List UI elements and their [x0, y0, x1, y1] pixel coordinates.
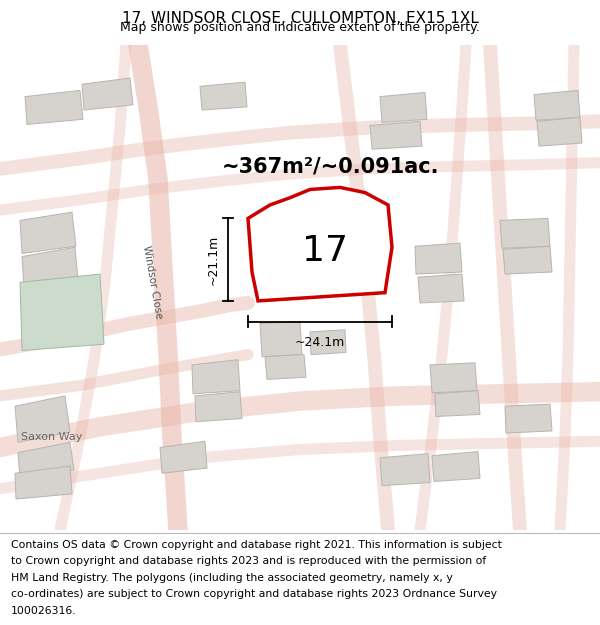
Polygon shape — [160, 441, 207, 473]
Text: 17: 17 — [302, 234, 348, 268]
Polygon shape — [265, 354, 306, 379]
Text: ~367m²/~0.091ac.: ~367m²/~0.091ac. — [221, 157, 439, 177]
Polygon shape — [82, 78, 133, 110]
Polygon shape — [415, 243, 462, 274]
Text: Contains OS data © Crown copyright and database right 2021. This information is : Contains OS data © Crown copyright and d… — [11, 539, 502, 549]
Polygon shape — [503, 246, 552, 274]
Polygon shape — [274, 274, 325, 296]
Polygon shape — [537, 118, 582, 146]
Polygon shape — [435, 391, 480, 416]
Polygon shape — [430, 363, 477, 392]
Polygon shape — [380, 454, 430, 486]
Text: ~24.1m: ~24.1m — [295, 336, 345, 349]
Polygon shape — [15, 466, 72, 499]
Polygon shape — [20, 212, 76, 254]
Polygon shape — [418, 274, 464, 303]
Polygon shape — [310, 330, 346, 354]
Polygon shape — [432, 452, 480, 481]
Polygon shape — [370, 121, 422, 149]
Text: Saxon Way: Saxon Way — [22, 432, 83, 442]
Polygon shape — [505, 404, 552, 433]
Text: 17, WINDSOR CLOSE, CULLOMPTON, EX15 1XL: 17, WINDSOR CLOSE, CULLOMPTON, EX15 1XL — [122, 11, 478, 26]
Polygon shape — [25, 91, 83, 124]
Polygon shape — [200, 82, 247, 110]
Polygon shape — [260, 321, 302, 357]
Polygon shape — [272, 229, 323, 277]
Text: to Crown copyright and database rights 2023 and is reproduced with the permissio: to Crown copyright and database rights 2… — [11, 556, 486, 566]
Polygon shape — [534, 91, 580, 121]
Polygon shape — [248, 188, 392, 301]
Polygon shape — [192, 360, 240, 394]
Polygon shape — [380, 92, 427, 123]
Text: Windsor Close: Windsor Close — [140, 245, 163, 320]
Polygon shape — [22, 248, 78, 288]
Text: Map shows position and indicative extent of the property.: Map shows position and indicative extent… — [120, 21, 480, 34]
Text: HM Land Registry. The polygons (including the associated geometry, namely x, y: HM Land Registry. The polygons (includin… — [11, 572, 452, 582]
Polygon shape — [15, 396, 70, 442]
Polygon shape — [195, 392, 242, 422]
Polygon shape — [18, 442, 74, 478]
Text: ~21.1m: ~21.1m — [207, 234, 220, 285]
Polygon shape — [500, 218, 550, 248]
Text: 100026316.: 100026316. — [11, 606, 76, 616]
Text: co-ordinates) are subject to Crown copyright and database rights 2023 Ordnance S: co-ordinates) are subject to Crown copyr… — [11, 589, 497, 599]
Polygon shape — [20, 274, 104, 351]
